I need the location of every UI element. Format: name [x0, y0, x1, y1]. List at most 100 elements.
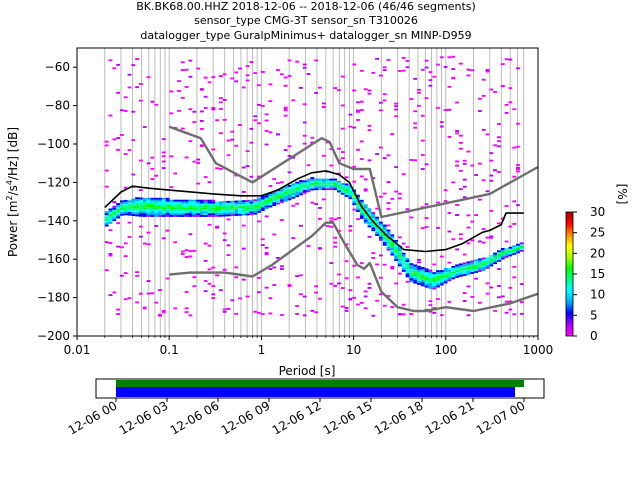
density-outlier-cell	[375, 153, 379, 155]
density-outlier-cell	[462, 185, 467, 188]
density-cell	[428, 275, 433, 278]
density-outlier-cell	[470, 220, 475, 223]
density-cell	[295, 187, 299, 190]
density-outlier-cell	[222, 268, 227, 271]
density-cell	[455, 270, 459, 273]
density-outlier-cell	[367, 124, 372, 127]
density-cell	[371, 229, 376, 232]
density-cell	[413, 281, 418, 284]
density-outlier-cell	[165, 229, 170, 232]
density-outlier-cell	[219, 101, 223, 104]
density-outlier-cell	[455, 214, 459, 216]
density-cell	[104, 224, 109, 227]
title-line-1: BK.BK68.00.HHZ 2018-12-06 -- 2018-12-06 …	[136, 0, 476, 13]
density-outlier-cell	[462, 178, 467, 181]
density-outlier-cell	[325, 225, 330, 227]
density-cell	[158, 199, 162, 202]
density-outlier-cell	[234, 266, 239, 269]
density-cell	[420, 269, 425, 271]
density-outlier-cell	[497, 123, 501, 125]
density-outlier-cell	[398, 70, 402, 72]
density-cell	[161, 213, 166, 215]
density-cell	[200, 213, 204, 215]
coverage-tick-label: 12-07 00	[474, 398, 528, 437]
density-cell	[420, 284, 425, 287]
density-outlier-cell	[295, 60, 299, 63]
density-cell	[493, 256, 497, 259]
density-cell	[466, 273, 471, 275]
x-tick-label: 10	[346, 343, 361, 357]
density-outlier-cell	[398, 197, 402, 200]
density-outlier-cell	[398, 236, 402, 239]
density-cell	[329, 184, 334, 187]
density-cell	[116, 212, 120, 215]
density-cell	[306, 180, 311, 183]
density-cell	[150, 211, 155, 214]
density-cell	[268, 205, 273, 208]
density-outlier-cell	[447, 85, 452, 88]
density-outlier-cell	[447, 300, 452, 303]
density-outlier-cell	[359, 140, 364, 143]
density-outlier-cell	[238, 124, 242, 126]
density-outlier-cell	[207, 282, 212, 285]
density-cell	[238, 208, 242, 210]
density-cell	[142, 205, 147, 208]
density-outlier-cell	[401, 313, 406, 316]
colorbar-tick-label: 30	[590, 205, 605, 219]
density-cell	[432, 285, 437, 288]
density-cell	[379, 221, 383, 224]
density-outlier-cell	[379, 109, 383, 112]
density-cell	[409, 267, 414, 269]
density-outlier-cell	[146, 280, 151, 282]
density-cell	[428, 279, 433, 282]
density-cell	[211, 215, 216, 217]
density-outlier-cell	[211, 148, 216, 151]
density-outlier-cell	[478, 240, 482, 243]
density-outlier-cell	[245, 295, 250, 298]
density-cell	[203, 209, 208, 212]
density-cell	[359, 203, 364, 206]
density-cell	[192, 199, 197, 202]
density-cell	[466, 269, 471, 271]
density-outlier-cell	[123, 110, 128, 112]
density-cell	[420, 274, 425, 277]
density-outlier-cell	[192, 121, 197, 124]
density-outlier-cell	[104, 169, 109, 172]
density-cell	[139, 205, 143, 208]
density-cell	[203, 215, 208, 217]
density-cell	[116, 216, 120, 219]
density-cell	[139, 201, 143, 204]
density-cell	[276, 198, 280, 201]
density-cell	[314, 184, 318, 187]
density-cell	[161, 205, 166, 208]
density-cell	[508, 246, 513, 249]
density-outlier-cell	[184, 156, 189, 159]
density-outlier-cell	[356, 110, 360, 113]
density-outlier-cell	[478, 110, 482, 112]
density-outlier-cell	[401, 69, 406, 72]
density-outlier-cell	[497, 171, 501, 173]
density-outlier-cell	[321, 198, 326, 201]
density-cell	[348, 191, 353, 194]
density-cell	[436, 270, 440, 273]
density-outlier-cell	[116, 137, 120, 139]
density-outlier-cell	[123, 186, 128, 189]
density-cell	[504, 254, 509, 256]
density-cell	[367, 208, 372, 211]
density-cell	[428, 277, 433, 280]
density-cell	[337, 182, 341, 185]
density-cell	[436, 283, 440, 286]
density-cell	[359, 215, 364, 218]
density-outlier-cell	[146, 76, 151, 79]
density-cell	[348, 185, 353, 188]
density-outlier-cell	[192, 160, 197, 163]
density-cell	[283, 188, 288, 191]
density-cell	[165, 213, 170, 215]
density-cell	[188, 207, 193, 210]
density-outlier-cell	[417, 91, 421, 94]
density-cell	[504, 250, 509, 253]
density-cell	[417, 281, 421, 283]
density-cell	[500, 249, 505, 252]
